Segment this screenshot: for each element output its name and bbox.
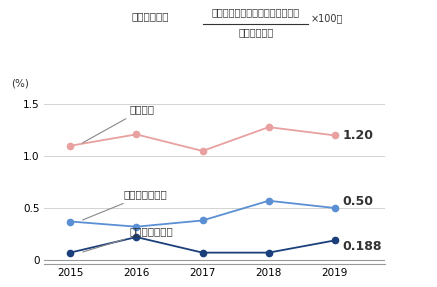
Text: 0.188: 0.188 xyxy=(343,241,382,253)
Text: 休業度数率＝: 休業度数率＝ xyxy=(131,11,169,22)
Text: 全製造業: 全製造業 xyxy=(83,104,155,143)
Text: ×100万: ×100万 xyxy=(310,14,343,24)
Text: (%): (%) xyxy=(11,78,29,88)
Text: 労働災害における死傷者数（人）: 労働災害における死傷者数（人） xyxy=(212,7,300,17)
Text: 豊田合成（株）: 豊田合成（株） xyxy=(83,226,173,252)
Text: （年）: （年） xyxy=(0,286,1,287)
Text: 1.20: 1.20 xyxy=(343,129,374,142)
Text: 延べ労働時間: 延べ労働時間 xyxy=(238,27,273,37)
Text: 輸送用機器製造: 輸送用機器製造 xyxy=(83,190,167,220)
Text: 0.50: 0.50 xyxy=(343,195,374,208)
